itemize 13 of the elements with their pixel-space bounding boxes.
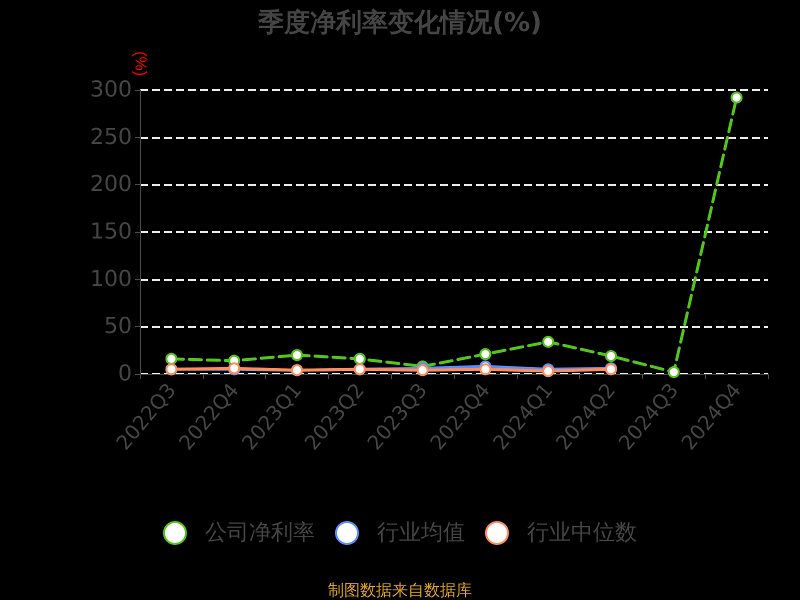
y-tick-label: 150: [90, 220, 132, 244]
y-tick-label: 250: [90, 124, 132, 150]
y-tick-label: 200: [90, 172, 132, 198]
legend-label: 行业均值: [377, 520, 465, 546]
y-tick-label: 0: [118, 362, 132, 386]
y-tick-label: 50: [104, 314, 132, 340]
y-axis-title: (%): [132, 51, 148, 76]
y-tick-label: 100: [90, 266, 132, 292]
legend-label: 行业中位数: [527, 520, 637, 546]
legend-label: 公司净利率: [205, 520, 315, 546]
text: 制图数据来自数据库: [328, 580, 472, 600]
chart-title: 季度净利率变化情况(%): [257, 8, 542, 38]
y-tick-label: 300: [90, 78, 132, 102]
